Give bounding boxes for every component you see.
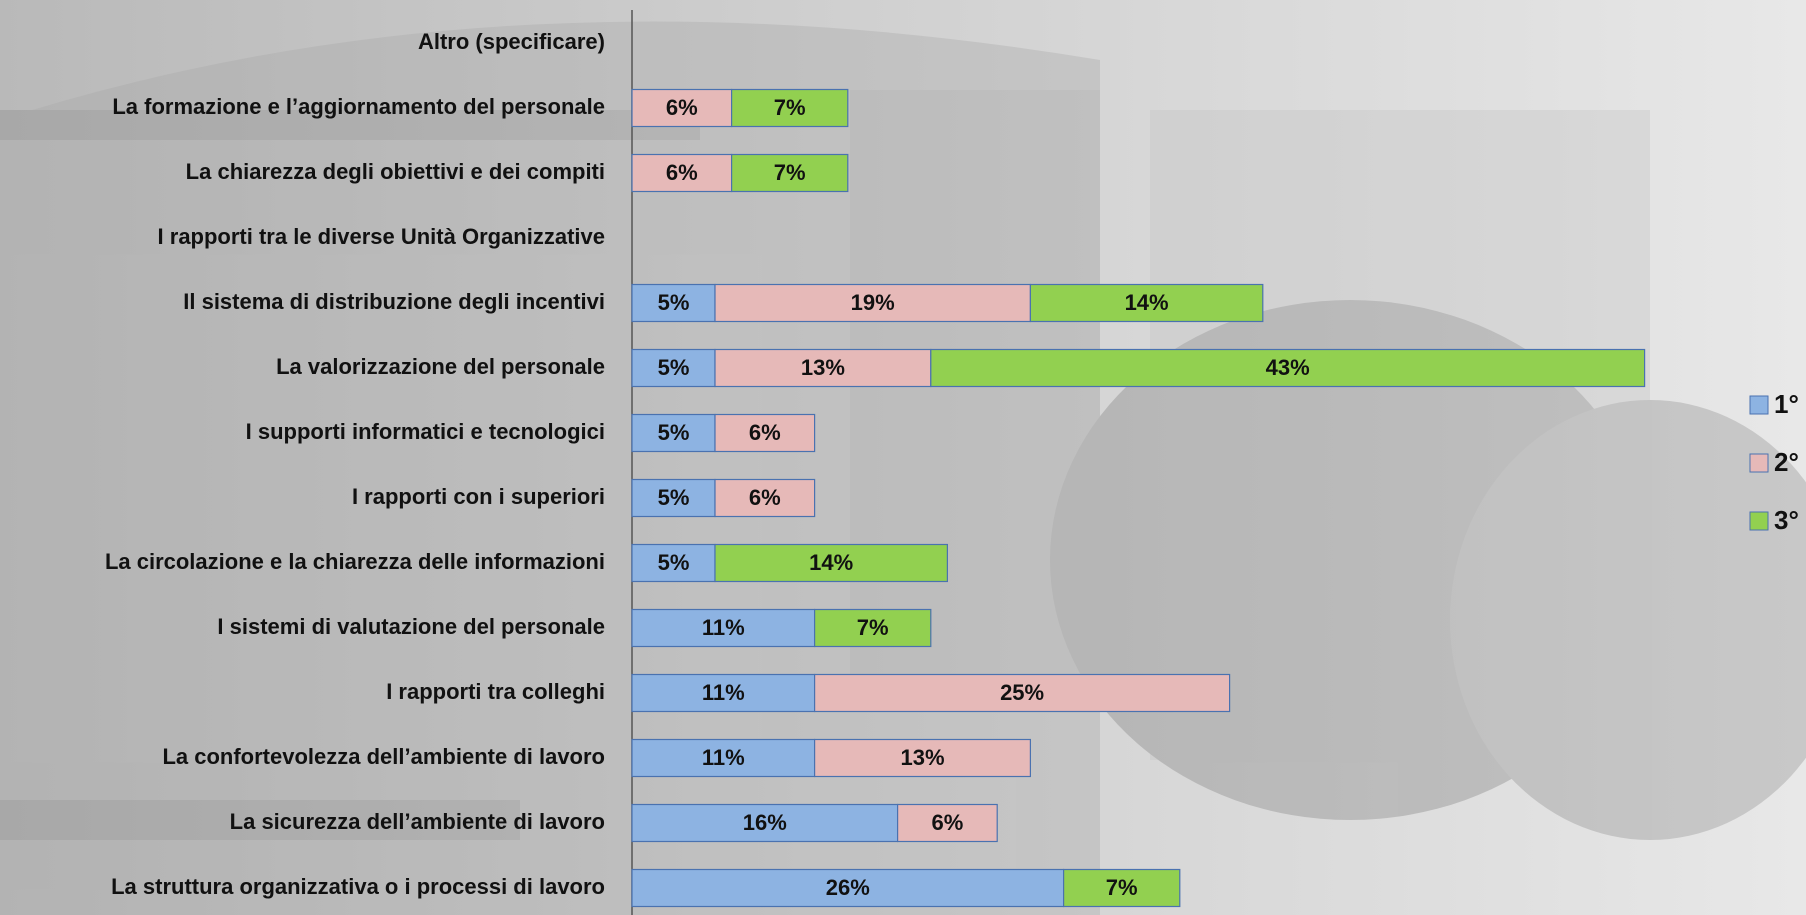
data-label: 14% (809, 550, 853, 575)
data-label: 6% (749, 485, 781, 510)
legend-swatch (1750, 512, 1768, 530)
chart: Altro (specificare) La formazione e l’agg… (0, 0, 1806, 915)
y-tick-label: I sistemi di valutazione del personale (217, 614, 605, 639)
data-label: 14% (1125, 290, 1169, 315)
data-label: 16% (743, 810, 787, 835)
y-tick-label: La confortevolezza dell’ambiente di lavo… (162, 744, 605, 769)
data-label: 13% (900, 745, 944, 770)
data-label: 5% (658, 485, 690, 510)
data-label: 43% (1266, 355, 1310, 380)
data-label: 13% (801, 355, 845, 380)
legend-label: 2° (1774, 447, 1799, 477)
data-label: 5% (658, 290, 690, 315)
legend-label: 3° (1774, 505, 1799, 535)
data-label: 7% (1106, 875, 1138, 900)
data-label: 7% (857, 615, 889, 640)
y-tick-label: La formazione e l’aggiornamento del pers… (112, 94, 605, 119)
data-label: 6% (749, 420, 781, 445)
data-label: 5% (658, 420, 690, 445)
data-label: 11% (702, 680, 745, 705)
y-tick-label: I rapporti tra colleghi (386, 679, 605, 704)
y-tick-label: La sicurezza dell’ambiente di lavoro (230, 809, 605, 834)
y-tick-label: I supporti informatici e tecnologici (246, 419, 605, 444)
data-label: 7% (774, 95, 806, 120)
legend-label: 1° (1774, 389, 1799, 419)
y-tick-label: La chiarezza degli obiettivi e dei compi… (186, 159, 605, 184)
data-label: 5% (658, 355, 690, 380)
y-tick-label: La struttura organizzativa o i processi … (111, 874, 605, 899)
data-label: 6% (932, 810, 964, 835)
data-label: 5% (658, 550, 690, 575)
data-label: 6% (666, 160, 698, 185)
data-label: 11% (702, 615, 745, 640)
data-label: 26% (826, 875, 870, 900)
y-tick-label: La valorizzazione del personale (276, 354, 605, 379)
background-photo (0, 22, 1806, 915)
data-label: 7% (774, 160, 806, 185)
legend-swatch (1750, 454, 1768, 472)
data-label: 19% (851, 290, 895, 315)
y-tick-label: I rapporti con i superiori (352, 484, 605, 509)
page: {"chart_data": {"type": "stacked-bar-hor… (0, 0, 1806, 915)
data-label: 11% (702, 745, 745, 770)
y-tick-label: I rapporti tra le diverse Unità Organizz… (158, 224, 605, 249)
legend-swatch (1750, 396, 1768, 414)
y-tick-label: Il sistema di distribuzione degli incent… (183, 289, 605, 314)
data-label: 25% (1000, 680, 1044, 705)
y-tick-label: La circolazione e la chiarezza delle inf… (105, 549, 605, 574)
y-tick-label: Altro (specificare) (418, 29, 605, 54)
data-label: 6% (666, 95, 698, 120)
